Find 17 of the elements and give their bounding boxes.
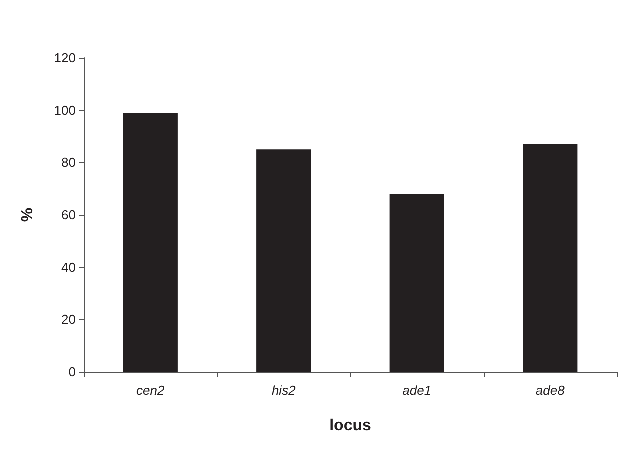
bar	[523, 144, 578, 372]
x-tick-label: his2	[272, 383, 297, 398]
x-tick-label: cen2	[136, 383, 166, 398]
y-tick-label: 40	[62, 260, 76, 275]
y-tick-label: 60	[62, 208, 76, 222]
x-tick-label: ade1	[402, 383, 432, 398]
bar	[123, 112, 178, 372]
x-axis-title: locus	[330, 418, 372, 434]
y-tick-label: 100	[54, 102, 76, 118]
y-tick-label: 120	[54, 50, 76, 66]
bar	[390, 194, 444, 372]
bar	[256, 150, 312, 372]
y-axis-title: %	[20, 208, 36, 222]
x-tick-label: ade8	[536, 383, 566, 398]
y-tick-label: 0	[68, 364, 76, 380]
y-tick-label: 80	[62, 155, 76, 170]
y-tick-label: 20	[62, 312, 76, 328]
